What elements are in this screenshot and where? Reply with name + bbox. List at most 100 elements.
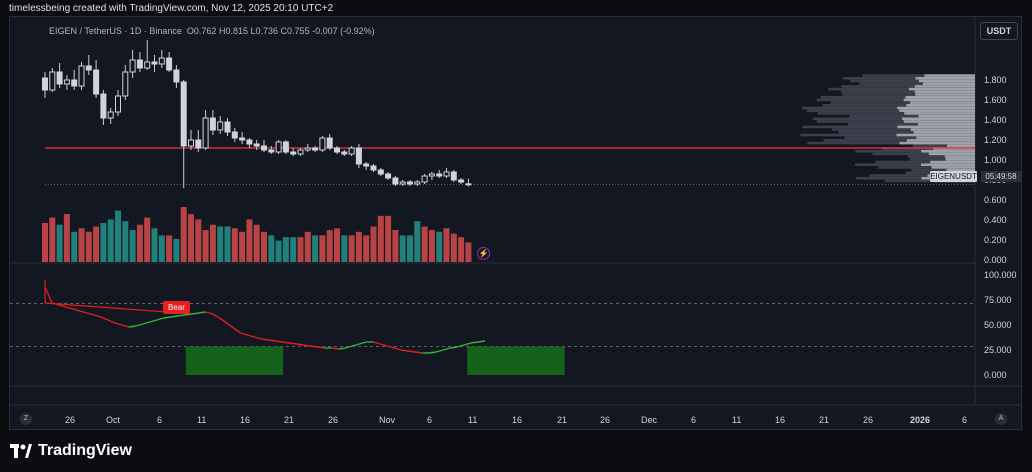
volume-profile-value-bar bbox=[906, 139, 975, 142]
legend-high: H0.815 bbox=[218, 26, 248, 36]
volume-bar bbox=[122, 221, 129, 262]
volume-profile-value-bar bbox=[908, 87, 975, 91]
candle-body bbox=[355, 147, 362, 165]
candle-body bbox=[253, 143, 260, 147]
legend-close: C0.755 bbox=[280, 26, 310, 36]
volume-profile-value-bar bbox=[946, 168, 975, 172]
oscillator-segment bbox=[177, 314, 185, 317]
volume-bar bbox=[428, 230, 435, 262]
candle-body bbox=[319, 137, 326, 151]
oscillator-segment bbox=[296, 343, 304, 346]
candle-body bbox=[399, 181, 406, 185]
oscillator-segment bbox=[449, 346, 458, 349]
volume-bar bbox=[443, 228, 450, 262]
oscillator-segment bbox=[282, 341, 290, 344]
volume-profile-value-bar bbox=[899, 141, 975, 145]
volume-bar bbox=[93, 226, 100, 262]
volume-profile-bar bbox=[909, 158, 975, 161]
volume-profile-bar bbox=[823, 139, 975, 142]
oscillator-segment bbox=[72, 308, 81, 312]
candle-body bbox=[122, 71, 129, 97]
candle-body bbox=[63, 79, 70, 85]
currency-button[interactable]: USDT bbox=[980, 22, 1018, 40]
candle-body bbox=[78, 65, 85, 87]
price-tick-label: 0.200 bbox=[984, 235, 1007, 245]
legend-low: L0.736 bbox=[250, 26, 279, 36]
volume-profile-bar bbox=[812, 117, 975, 121]
volume-profile-bar bbox=[838, 131, 975, 134]
volume-profile-value-bar bbox=[918, 79, 975, 83]
nav-right-button[interactable]: A bbox=[995, 413, 1007, 425]
volume-bar bbox=[231, 228, 238, 262]
price-tick-label: 1.200 bbox=[984, 135, 1007, 145]
bolt-icon[interactable]: ⚡ bbox=[477, 247, 490, 260]
oscillator-segment bbox=[401, 349, 409, 352]
volume-profile-bar bbox=[820, 95, 975, 99]
candle-body bbox=[115, 95, 121, 113]
price-tick-label: 0.400 bbox=[984, 215, 1007, 225]
volume-bar bbox=[458, 237, 465, 262]
legend-symbol: EIGEN / TetherUS · 1D · Binance bbox=[49, 26, 182, 36]
oscillator-segment bbox=[58, 304, 67, 308]
indicator-tick-label: 50.000 bbox=[984, 320, 1012, 330]
oscillator-segment bbox=[198, 311, 206, 314]
candle-body bbox=[268, 149, 275, 153]
oscillator-segment bbox=[142, 321, 150, 325]
volume-profile-bar bbox=[806, 109, 975, 112]
candle-body bbox=[363, 163, 370, 167]
candle-body bbox=[261, 145, 267, 151]
oscillator-segment bbox=[359, 341, 367, 345]
legend-change: -0.007 (-0.92%) bbox=[312, 26, 375, 36]
oscillator-segment bbox=[303, 344, 311, 347]
oscillator-segment bbox=[93, 314, 102, 318]
candle-body bbox=[224, 121, 231, 133]
candle-body bbox=[144, 61, 151, 69]
oscillator-segment bbox=[373, 341, 381, 345]
candle-body bbox=[370, 165, 377, 171]
candle-body bbox=[421, 175, 428, 183]
volume-profile-bar bbox=[856, 176, 975, 180]
time-tick-label: 26 bbox=[600, 415, 611, 425]
volume-bar bbox=[107, 219, 114, 262]
volume-bar bbox=[78, 228, 85, 262]
volume-profile-value-bar bbox=[899, 109, 975, 112]
symbol-legend: EIGEN / TetherUS · 1D · Binance O0.762 H… bbox=[49, 26, 375, 36]
volume-bar bbox=[334, 228, 340, 262]
volume-profile-value-bar bbox=[921, 163, 975, 166]
oscillator-segment bbox=[212, 313, 220, 319]
candle-body bbox=[231, 131, 238, 139]
volume-profile-bar bbox=[802, 125, 975, 129]
tradingview-logo bbox=[10, 444, 32, 458]
volume-bar bbox=[151, 228, 158, 262]
candle-body bbox=[166, 57, 173, 71]
volume-profile-bar bbox=[872, 152, 975, 156]
candle-body bbox=[436, 173, 443, 177]
volume-profile-bar bbox=[848, 122, 975, 126]
volume-profile-value-bar bbox=[906, 104, 975, 107]
oscillator-segment bbox=[79, 310, 88, 314]
volume-profile-bar bbox=[855, 163, 975, 166]
volume-profile-value-bar bbox=[914, 90, 975, 94]
volume-profile-bar bbox=[807, 141, 975, 145]
oscillator-segment bbox=[463, 342, 472, 346]
oscillator-segment bbox=[170, 315, 178, 318]
volume-profile-bar bbox=[911, 168, 975, 172]
time-tick-label: 16 bbox=[775, 415, 786, 425]
oscillator-segment bbox=[114, 322, 123, 326]
time-tick-label: 26 bbox=[328, 415, 339, 425]
volume-bar bbox=[268, 235, 275, 262]
volume-profile-value-bar bbox=[917, 122, 975, 126]
oscillator-segment bbox=[44, 286, 53, 304]
volume-bar bbox=[42, 222, 48, 262]
time-tick-label: Oct bbox=[106, 415, 121, 425]
indicator-tick-label: 100.000 bbox=[984, 270, 1017, 280]
volume-profile-value-bar bbox=[928, 152, 975, 156]
candle-body bbox=[246, 139, 253, 145]
volume-profile-bar bbox=[831, 128, 975, 131]
volume-profile-bar bbox=[862, 74, 975, 77]
candle-body bbox=[56, 71, 63, 85]
nav-left-button[interactable]: Z bbox=[20, 413, 32, 425]
candle-body bbox=[334, 147, 340, 153]
volume-profile-value-bar bbox=[915, 77, 975, 80]
